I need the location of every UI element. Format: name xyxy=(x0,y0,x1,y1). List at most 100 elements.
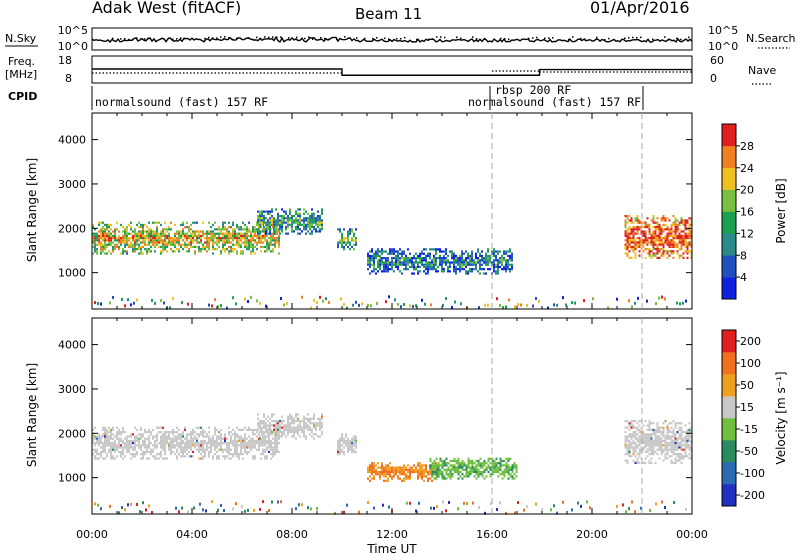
data-cell xyxy=(174,435,176,438)
nsearch-dot xyxy=(256,36,258,39)
data-cell xyxy=(112,250,114,253)
data-cell xyxy=(449,459,452,463)
data-cell xyxy=(505,259,507,262)
nsky-panel: N.Sky 10^5 10^0 10^5 10^0 N.Search xyxy=(5,24,796,53)
data-cell xyxy=(409,470,411,474)
data-cell xyxy=(455,268,457,271)
data-cell xyxy=(650,428,653,431)
data-cell xyxy=(258,448,260,451)
data-cell xyxy=(276,448,278,451)
data-cell xyxy=(258,446,260,449)
data-cell xyxy=(273,225,275,229)
data-cell xyxy=(393,466,395,469)
data-cell xyxy=(437,466,440,469)
data-cell xyxy=(232,428,234,432)
data-cell xyxy=(274,453,276,456)
data-cell xyxy=(405,468,407,471)
data-cell xyxy=(485,468,488,471)
data-cell xyxy=(345,241,347,244)
data-cell xyxy=(234,243,236,246)
colorbar-tick-label: 50 xyxy=(740,379,754,392)
data-cell xyxy=(660,426,663,429)
data-cell xyxy=(345,439,347,443)
data-cell xyxy=(654,225,657,229)
data-cell xyxy=(148,442,150,445)
data-cell xyxy=(186,226,188,229)
data-cell xyxy=(467,462,470,465)
data-cell xyxy=(451,252,453,255)
data-cell xyxy=(162,442,164,445)
data-cell xyxy=(315,424,317,427)
noise-cell xyxy=(250,295,252,299)
data-cell xyxy=(455,257,457,260)
data-cell xyxy=(628,439,631,442)
data-cell xyxy=(403,473,405,476)
data-cell xyxy=(102,243,104,246)
data-cell xyxy=(437,470,440,474)
data-cell xyxy=(222,455,224,458)
data-cell xyxy=(261,430,263,434)
data-cell xyxy=(206,245,208,249)
data-cell xyxy=(497,468,500,471)
data-cell xyxy=(389,250,391,253)
data-cell xyxy=(347,446,349,449)
data-cell xyxy=(263,225,265,229)
colorbar-tick-label: 16 xyxy=(740,206,754,219)
data-cell xyxy=(674,444,677,447)
data-cell xyxy=(230,457,232,460)
data-cell xyxy=(307,223,309,226)
data-cell xyxy=(200,444,202,447)
data-cell xyxy=(648,250,651,253)
data-cell xyxy=(202,221,204,224)
data-cell xyxy=(493,468,496,471)
noise-cell xyxy=(211,304,213,308)
data-cell xyxy=(407,475,409,478)
data-cell xyxy=(208,426,210,429)
data-cell xyxy=(259,435,261,438)
data-cell xyxy=(114,439,116,443)
data-cell xyxy=(142,234,144,238)
data-cell xyxy=(228,234,230,238)
data-cell xyxy=(431,265,433,269)
data-cell xyxy=(373,259,375,262)
data-cell xyxy=(144,437,146,440)
data-cell xyxy=(409,466,411,469)
data-cell xyxy=(626,247,629,251)
data-cell xyxy=(421,475,423,478)
data-cell xyxy=(624,232,627,235)
data-cell xyxy=(100,230,102,233)
data-cell xyxy=(162,457,164,460)
data-cell xyxy=(644,225,647,229)
data-cell xyxy=(158,232,160,235)
data-cell xyxy=(192,232,194,235)
noise-cell xyxy=(208,303,210,307)
data-cell xyxy=(144,248,146,251)
data-cell xyxy=(467,459,470,463)
data-cell xyxy=(150,234,152,238)
data-cell xyxy=(668,455,671,458)
data-cell xyxy=(666,450,669,453)
data-cell xyxy=(152,435,154,438)
data-cell xyxy=(144,450,146,454)
data-cell xyxy=(658,234,661,237)
data-cell xyxy=(271,430,273,434)
data-cell xyxy=(263,221,265,224)
data-cell xyxy=(642,448,645,451)
data-cell xyxy=(168,226,170,229)
data-cell xyxy=(186,232,188,235)
data-cell xyxy=(295,437,297,440)
data-cell xyxy=(684,234,687,237)
data-cell xyxy=(656,225,659,229)
data-cell xyxy=(337,245,339,249)
data-cell xyxy=(387,479,389,482)
data-cell xyxy=(156,241,158,244)
data-cell xyxy=(164,450,166,454)
data-cell xyxy=(347,442,349,445)
data-cell xyxy=(644,239,647,242)
data-cell xyxy=(162,250,164,253)
data-cell xyxy=(499,257,501,260)
data-cell xyxy=(349,446,351,449)
data-cell xyxy=(192,437,194,440)
data-cell xyxy=(656,223,659,226)
data-cell xyxy=(102,221,104,224)
